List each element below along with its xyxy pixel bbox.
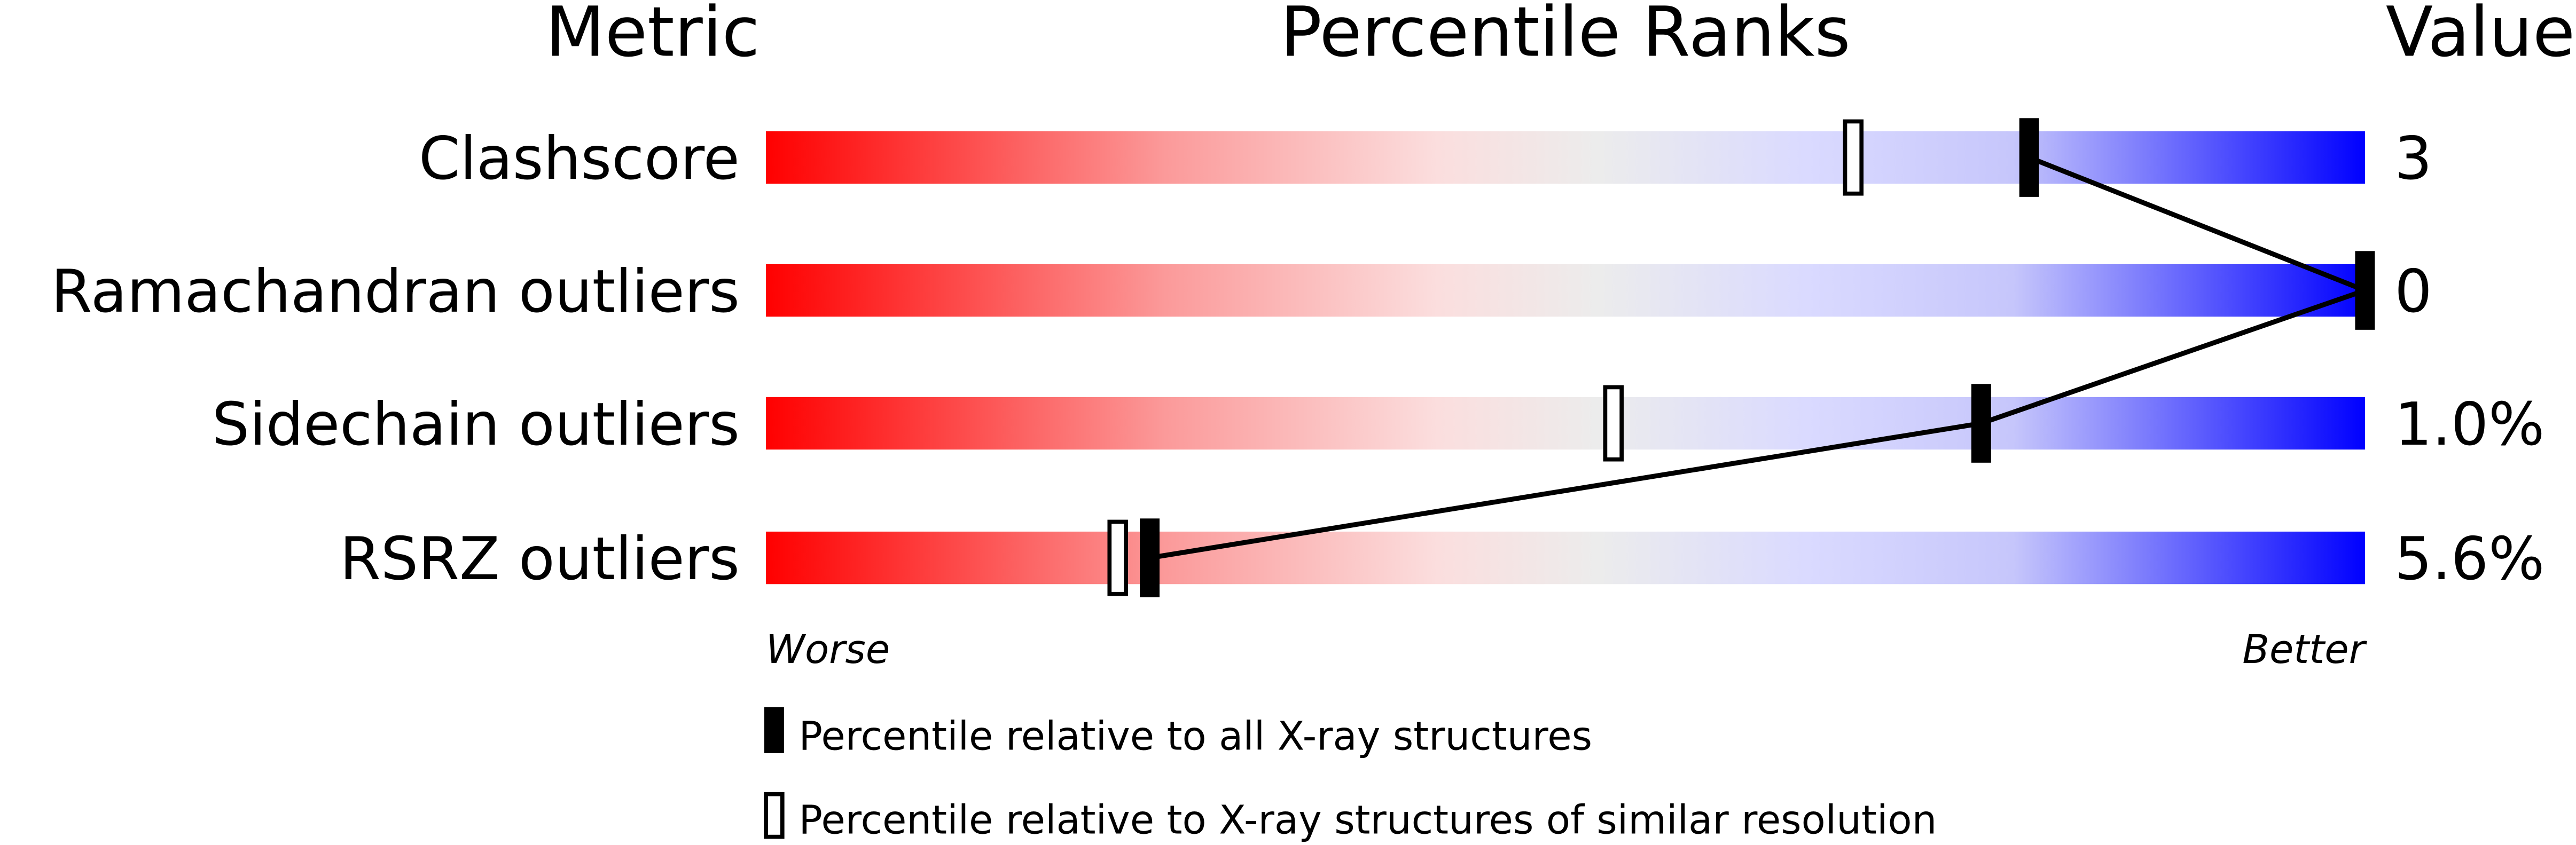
metric-label: Ramachandran outliers: [51, 257, 739, 326]
percentile-bar: [766, 264, 2365, 317]
metric-value: 0: [2394, 257, 2432, 326]
metric-label: RSRZ outliers: [340, 525, 740, 594]
similar-resolution-marker: [1603, 385, 1624, 462]
percentile-bar: [766, 131, 2365, 184]
metric-label: Sidechain outliers: [212, 390, 740, 459]
metric-value: 1.0%: [2394, 390, 2544, 459]
legend-open-marker-icon: [764, 792, 785, 839]
similar-resolution-marker: [1843, 119, 1864, 196]
header-value: Value: [2386, 0, 2575, 73]
metric-value: 5.6%: [2394, 525, 2544, 594]
all-structures-marker: [1971, 384, 1991, 463]
percentile-bar: [766, 531, 2365, 585]
all-structures-marker: [2019, 118, 2039, 197]
all-structures-marker: [2355, 251, 2375, 330]
metric-label: Clashscore: [419, 124, 740, 193]
header-metric: Metric: [545, 0, 760, 73]
legend-filled-marker-icon: [764, 707, 784, 753]
legend-similar: Percentile relative to X-ray structures …: [799, 797, 1937, 843]
similar-resolution-marker: [1107, 519, 1128, 596]
metric-value: 3: [2394, 124, 2432, 193]
percentile-bar: [766, 397, 2365, 450]
all-structures-marker: [1140, 518, 1160, 597]
connector-line: [1149, 155, 2373, 560]
better-label: Better: [2242, 627, 2367, 673]
header-percentile: Percentile Ranks: [1280, 0, 1851, 73]
worse-label: Worse: [766, 627, 890, 673]
legend-all: Percentile relative to all X-ray structu…: [799, 714, 1593, 760]
